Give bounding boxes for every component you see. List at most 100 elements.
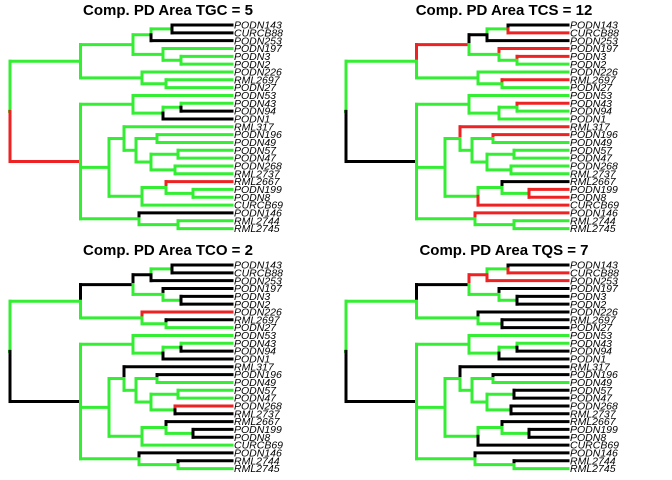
- tip-label: CURCB88: [234, 27, 283, 39]
- tip-label: PODN2: [234, 299, 270, 311]
- tip-label: RML2744: [234, 215, 280, 227]
- tip-label: RML2697: [570, 314, 617, 326]
- tip-label: PODN2: [570, 59, 606, 71]
- tip-label: PODN196: [234, 129, 282, 141]
- tip-label: RML2667: [234, 176, 281, 188]
- tip-label: RML2745: [570, 223, 616, 235]
- tip-label: PODN226: [570, 307, 618, 319]
- tip-label: RML317: [570, 121, 611, 133]
- tip-label: RML2744: [234, 455, 280, 467]
- tip-label: CURCB69: [570, 200, 619, 212]
- tip-label: PODN3: [234, 51, 270, 63]
- panel-title: Comp. PD Area TGC = 5: [83, 2, 253, 19]
- tip-label: PODN253: [234, 275, 282, 287]
- tip-label: PODN27: [234, 82, 277, 94]
- tip-label: RML2667: [570, 416, 617, 428]
- tip-label: PODN43: [234, 338, 276, 350]
- tip-label: PODN47: [570, 153, 613, 165]
- tip-label: PODN43: [570, 98, 612, 110]
- tip-label: PODN268: [570, 161, 618, 173]
- tip-label: PODN196: [570, 129, 618, 141]
- tip-label: RML2737: [570, 408, 617, 420]
- tip-label: PODN57: [234, 145, 277, 157]
- tip-label: RML2737: [234, 168, 281, 180]
- tree-panel-4: Comp. PD Area TQS = 7PODN143CURCB88PODN2…: [344, 242, 619, 475]
- tip-label: PODN3: [234, 291, 270, 303]
- panel-title: Comp. PD Area TCO = 2: [83, 242, 253, 259]
- tip-label: PODN49: [234, 377, 276, 389]
- tip-label: PODN27: [570, 322, 613, 334]
- tip-label: PODN253: [234, 35, 282, 47]
- tip-label: PODN57: [570, 145, 613, 157]
- tip-label: CURCB88: [234, 267, 283, 279]
- tip-label: PODN199: [570, 184, 618, 196]
- tip-label: PODN197: [234, 283, 283, 295]
- tip-label: PODN27: [570, 82, 613, 94]
- tip-label: PODN8: [570, 192, 606, 204]
- tip-label: PODN53: [570, 90, 612, 102]
- tip-label: PODN53: [234, 90, 276, 102]
- tip-label: PODN94: [570, 346, 612, 358]
- tip-label: RML2667: [570, 176, 617, 188]
- tip-label: PODN253: [570, 275, 618, 287]
- tip-label: PODN43: [234, 98, 276, 110]
- tip-label: PODN3: [570, 291, 606, 303]
- tip-label: PODN253: [570, 35, 618, 47]
- tip-label: PODN1: [234, 354, 270, 366]
- tip-label: CURCB88: [570, 267, 619, 279]
- tip-label: PODN199: [570, 424, 618, 436]
- tip-label: RML2745: [234, 463, 280, 475]
- tip-label: RML317: [234, 121, 275, 133]
- tip-label: PODN47: [234, 153, 277, 165]
- tip-label: PODN196: [234, 369, 282, 381]
- tip-label: PODN143: [234, 260, 282, 272]
- tip-label: PODN143: [570, 260, 618, 272]
- tip-label: PODN146: [234, 208, 282, 220]
- tip-label: RML2744: [570, 455, 616, 467]
- tip-label: PODN146: [570, 448, 618, 460]
- tip-label: PODN47: [570, 393, 613, 405]
- tip-label: PODN94: [234, 106, 276, 118]
- tip-label: PODN2: [570, 299, 606, 311]
- tip-label: PODN94: [234, 346, 276, 358]
- tip-label: PODN1: [570, 354, 606, 366]
- tip-label: PODN43: [570, 338, 612, 350]
- tree-panel-2: Comp. PD Area TCS = 12PODN143CURCB88PODN…: [344, 2, 619, 235]
- tip-label: PODN146: [234, 448, 282, 460]
- tip-label: CURCB69: [234, 440, 283, 452]
- tip-label: PODN226: [570, 67, 618, 79]
- tip-label: PODN57: [234, 385, 277, 397]
- tip-label: PODN1: [570, 114, 606, 126]
- panel-title: Comp. PD Area TCS = 12: [416, 2, 593, 19]
- tip-label: PODN226: [234, 307, 282, 319]
- tip-label: PODN94: [570, 106, 612, 118]
- tip-label: PODN3: [570, 51, 606, 63]
- tip-label: CURCB69: [570, 440, 619, 452]
- tip-label: PODN268: [234, 401, 282, 413]
- tip-label: PODN1: [234, 114, 270, 126]
- tip-label: PODN143: [570, 20, 618, 32]
- tip-label: PODN53: [570, 330, 612, 342]
- tip-label: RML2697: [234, 74, 281, 86]
- tip-label: PODN57: [570, 385, 613, 397]
- tip-label: PODN49: [234, 137, 276, 149]
- tip-label: PODN47: [234, 393, 277, 405]
- tip-label: RML2697: [234, 314, 281, 326]
- tip-label: RML317: [570, 361, 611, 373]
- tip-label: RML2745: [570, 463, 616, 475]
- tip-label: RML2667: [234, 416, 281, 428]
- tip-label: PODN8: [234, 432, 270, 444]
- tip-label: PODN197: [234, 43, 283, 55]
- tip-label: PODN199: [234, 424, 282, 436]
- tip-label: PODN8: [570, 432, 606, 444]
- tip-label: RML2744: [570, 215, 616, 227]
- tip-label: CURCB88: [570, 27, 619, 39]
- tip-label: RML2737: [570, 168, 617, 180]
- tip-label: PODN226: [234, 67, 282, 79]
- tip-label: PODN8: [234, 192, 270, 204]
- tip-label: RML2697: [570, 74, 617, 86]
- tip-label: RML2745: [234, 223, 280, 235]
- tip-label: PODN197: [570, 283, 619, 295]
- tip-label: PODN268: [234, 161, 282, 173]
